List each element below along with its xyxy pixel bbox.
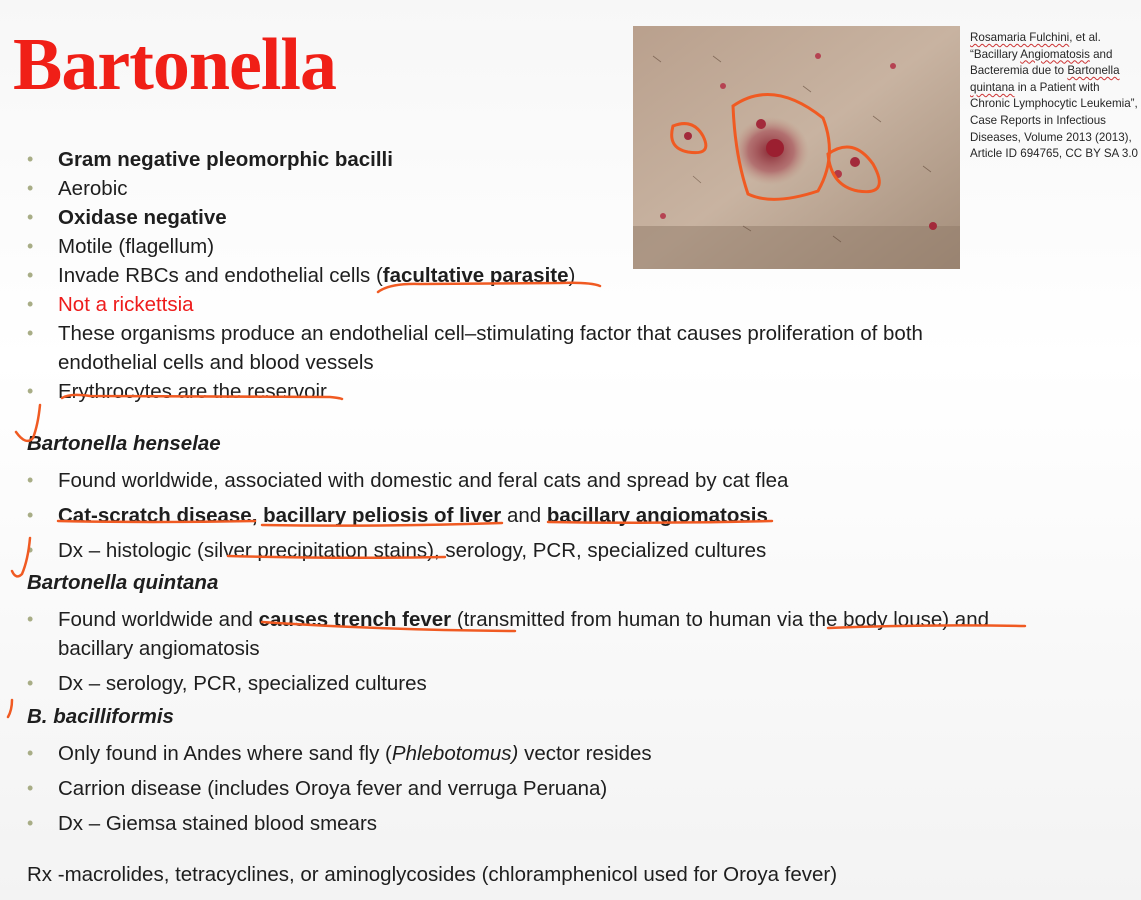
bullet-text: Aerobic [58,177,128,200]
list-item: Motile (flagellum) [27,232,1027,261]
bullet-text: vector resides [518,742,652,765]
list-item: Only found in Andes where sand fly (Phle… [27,739,1027,768]
citation-word-bartonella-quintana: Bartonella quintana [970,64,1120,94]
list-item: Dx – histologic (silver precipitation st… [27,536,1027,565]
citation-author: Rosamaria Fulchini [970,31,1070,44]
bullet-text: Dx – serology, PCR, specialized cultures [58,672,427,695]
bullet-text: Only found in Andes where sand fly ( [58,742,392,765]
bullet-bold-text: , [251,504,264,527]
quintana-heading: Bartonella quintana [27,571,219,594]
bullet-text: Motile (flagellum) [58,235,215,258]
bullet-text: Erythrocytes are the reservoir [58,380,327,403]
bullet-bold-text: facultative parasite [382,264,569,287]
list-item: Gram negative pleomorphic bacilli [27,145,1027,174]
checkmark-bacilliformis [6,698,14,719]
henselae-list: Found worldwide, associated with domesti… [27,466,1027,565]
list-item: Aerobic [27,174,1027,203]
list-item: Cat-scratch disease, bacillary peliosis … [27,501,1027,530]
bullet-bold-text: bacillary angiomatosis [546,504,768,527]
list-item: Oxidase negative [27,203,1027,232]
bullet-bold-text: Cat-scratch disease [58,504,252,527]
list-item: Found worldwide, associated with domesti… [27,466,1027,495]
list-item: Dx – serology, PCR, specialized cultures [27,669,1027,698]
bullet-italic-text: Phlebotomus) [391,742,519,765]
bullet-text: Dx – Giemsa stained blood smears [58,812,378,835]
slide-title: Bartonella [13,24,337,106]
list-item: Erythrocytes are the reservoir [27,377,1027,406]
quintana-list: Found worldwide and causes trench fever … [27,605,1027,698]
list-item: Carrion disease (includes Oroya fever an… [27,774,1027,803]
bullet-text: Found worldwide and [58,608,259,631]
bacilliformis-list: Only found in Andes where sand fly (Phle… [27,739,1027,838]
citation-text-rest: in a Patient with Chronic Lymphocytic Le… [970,80,1138,161]
list-item: Found worldwide and causes trench fever … [27,605,1027,663]
bullet-text: Gram negative pleomorphic bacilli [58,148,393,171]
bullet-text: ) [568,264,576,287]
list-item: Not a rickettsia [27,290,1027,319]
bullet-text: Found worldwide, associated with domesti… [58,469,789,492]
bacilliformis-heading: B. bacilliformis [27,705,174,728]
citation-text-mid: and Bacteremia due to [970,47,1113,78]
bullet-text: Dx – histologic (silver precipitation st… [58,539,767,562]
bullet-bold-text: causes trench fever [258,608,452,631]
citation-text-open: “Bacillary [970,47,1021,61]
list-item: Invade RBCs and endothelial cells (facul… [27,261,1027,290]
treatment-line: Rx -macrolides, tetracyclines, or aminog… [27,863,838,886]
image-citation: Rosamaria Fulchini, et al. “Bacillary An… [970,30,1140,163]
general-properties-list: Gram negative pleomorphic bacilli Aerobi… [27,145,1027,406]
citation-word-angiomatosis: Angiomatosis [1020,47,1090,61]
bullet-text: Carrion disease (includes Oroya fever an… [58,777,608,800]
bullet-text: and [501,504,547,527]
list-item: Dx – Giemsa stained blood smears [27,809,1027,838]
bullet-text: Invade RBCs and endothelial cells ( [58,264,383,287]
henselae-heading: Bartonella henselae [27,432,221,455]
citation-etal: , et al. [1069,31,1101,44]
bullet-bold-text: bacillary peliosis of liver [263,504,502,527]
list-item: These organisms produce an endothelial c… [27,319,1027,377]
bullet-text: These organisms produce an endothelial c… [58,322,923,374]
bullet-text: Oxidase negative [58,206,227,229]
bullet-red-text: Not a rickettsia [58,293,194,316]
